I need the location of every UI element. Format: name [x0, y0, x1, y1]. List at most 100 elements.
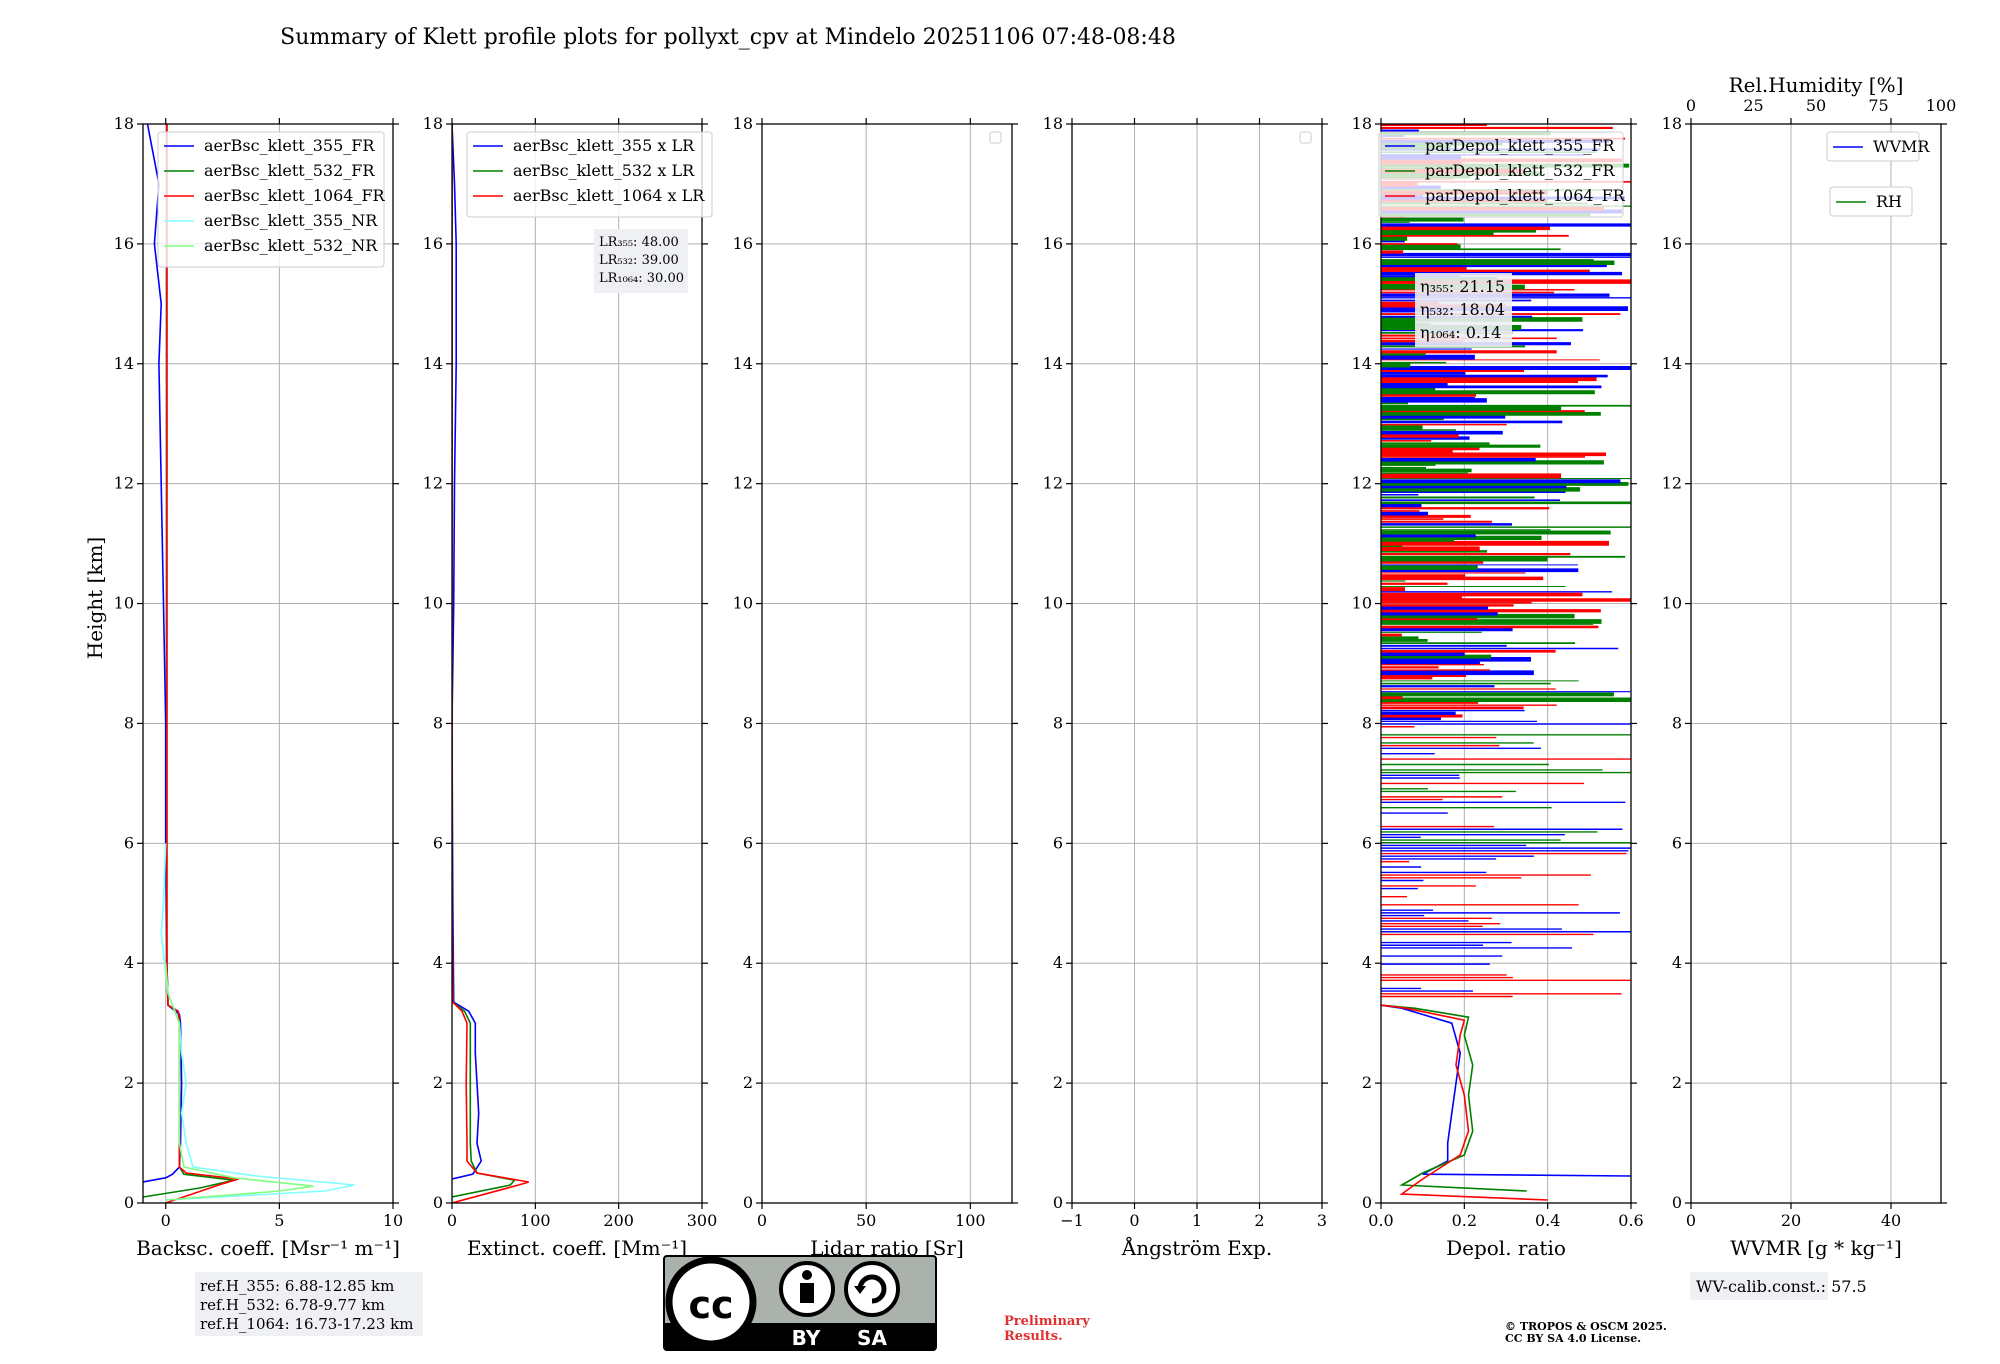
eta-box [1415, 273, 1512, 347]
x-tick-label: 0 [757, 1211, 767, 1230]
eta-355: η₃₅₅: 21.15 [1420, 277, 1505, 296]
y-tick-label: 8 [743, 713, 753, 732]
ref-height-355: ref.H_355: 6.88-12.85 km [200, 1277, 394, 1295]
top-x-tick-label: 75 [1868, 96, 1888, 115]
legend-entry: aerBsc_klett_532_FR [204, 161, 375, 180]
y-tick-label: 16 [114, 234, 134, 253]
empty-legend [1299, 131, 1312, 144]
legend: RH [1829, 186, 1913, 217]
y-tick-label: 14 [733, 354, 753, 373]
series-line [160, 843, 355, 1201]
eta-532: η₅₃₂: 18.04 [1420, 300, 1505, 319]
y-tick-label: 12 [1662, 474, 1682, 493]
y-tick-label: 12 [423, 474, 443, 493]
y-tick-label: 12 [733, 474, 753, 493]
legend-entry: aerBsc_klett_1064 x LR [513, 186, 705, 205]
x-tick-label: 0.2 [1452, 1211, 1477, 1230]
panel-6: 0 20 40 0 2 4 6 8 10 12 14 16 18 WVMR [g * kg⁻¹] 0 25 50… [1662, 73, 1957, 1260]
series-line [1381, 1004, 1527, 1192]
x-tick-label: 50 [856, 1211, 876, 1230]
x-tick-label: 100 [955, 1211, 986, 1230]
y-tick-label: 2 [1053, 1073, 1063, 1092]
y-tick-label: 2 [1362, 1073, 1372, 1092]
legend: aerBsc_klett_355_FR aerBsc_klett_532_FRae… [157, 131, 386, 268]
copyright-line1: © TROPOS & OSCM 2025. [1505, 1320, 1667, 1333]
y-tick-label: 4 [743, 953, 753, 972]
y-tick-label: 4 [1053, 953, 1063, 972]
y-tick-label: 10 [733, 594, 753, 613]
x-axis-label: WVMR [g * kg⁻¹] [1730, 1236, 1902, 1260]
x-tick-label: 0 [1129, 1211, 1139, 1230]
lr-355: LR₃₅₅: 48.00 [599, 235, 679, 250]
y-axis-label: Height [km] [83, 537, 107, 659]
empty-legend [989, 131, 1002, 144]
series-line [143, 124, 183, 1183]
x-tick-label: 100 [520, 1211, 551, 1230]
x-tick-label: 0.6 [1618, 1211, 1643, 1230]
y-tick-label: 14 [1662, 354, 1682, 373]
x-tick-label: 300 [687, 1211, 718, 1230]
x-axis-label: Backsc. coeff. [Msr⁻¹ m⁻¹] [136, 1236, 400, 1260]
ref-height-1064: ref.H_1064: 16.73-17.23 km [200, 1315, 413, 1333]
panel-1: 0 5 10 0 2 4 6 8 10 12 14 16 18 Backsc. coeff. [Msr⁻¹… [114, 114, 404, 1260]
y-tick-label: 4 [1362, 953, 1372, 972]
sa-label: SA [857, 1326, 887, 1350]
y-tick-label: 18 [733, 114, 753, 133]
y-tick-label: 18 [1352, 114, 1372, 133]
lr-532: LR₅₃₂: 39.00 [599, 253, 679, 268]
y-tick-label: 16 [733, 234, 753, 253]
y-tick-label: 4 [1672, 953, 1682, 972]
sa-share-icon [844, 1261, 900, 1317]
x-tick-label: 0.0 [1368, 1211, 1393, 1230]
y-tick-label: 12 [1352, 474, 1372, 493]
x-tick-label: 2 [1254, 1211, 1264, 1230]
axes-frame [761, 123, 1013, 1204]
y-tick-label: 8 [1672, 713, 1682, 732]
lidar-ratio-box [594, 229, 688, 293]
y-tick-label: 18 [114, 114, 134, 133]
y-tick-label: 4 [433, 953, 443, 972]
y-tick-label: 6 [1672, 833, 1682, 852]
y-tick-label: 6 [1362, 833, 1372, 852]
y-tick-label: 16 [1662, 234, 1682, 253]
axes-frame [1071, 123, 1323, 1204]
y-tick-label: 0 [1362, 1193, 1372, 1212]
y-tick-label: 2 [743, 1073, 753, 1092]
y-tick-label: 6 [124, 833, 134, 852]
series-line [143, 124, 235, 1198]
legend-entry: WVMR [1873, 137, 1930, 156]
x-axis-label: Depol. ratio [1446, 1236, 1566, 1260]
y-tick-label: 2 [1672, 1073, 1682, 1092]
legend: aerBsc_klett_355 x LR aerBsc_klett_532 x … [466, 131, 713, 218]
legend-entry: aerBsc_klett_355 x LR [513, 136, 695, 155]
y-tick-label: 12 [1043, 474, 1063, 493]
legend: WVMR [1826, 131, 1930, 162]
x-axis-label: Ångström Exp. [1121, 1235, 1272, 1260]
x-axis-label: Extinct. coeff. [Mm⁻¹] [467, 1236, 687, 1260]
legend-entry: aerBsc_klett_355_FR [204, 136, 375, 155]
y-tick-label: 0 [743, 1193, 753, 1212]
y-tick-label: 0 [124, 1193, 134, 1212]
y-tick-label: 8 [433, 713, 443, 732]
y-tick-label: 12 [114, 474, 134, 493]
y-tick-label: 6 [1053, 833, 1063, 852]
series-line [164, 963, 314, 1201]
y-tick-label: 16 [1043, 234, 1063, 253]
y-tick-label: 8 [1362, 713, 1372, 732]
y-tick-label: 14 [1043, 354, 1063, 373]
top-x-tick-label: 50 [1806, 96, 1826, 115]
top-x-tick-label: 100 [1926, 96, 1957, 115]
legend-entry: aerBsc_klett_532 x LR [513, 161, 695, 180]
plot-area [452, 124, 529, 1203]
x-tick-label: 3 [1317, 1211, 1327, 1230]
y-tick-label: 2 [124, 1073, 134, 1092]
top-x-tick-label: 25 [1743, 96, 1763, 115]
series-line [452, 124, 483, 1180]
legend-entry: aerBsc_klett_532_NR [204, 236, 378, 255]
y-tick-label: 0 [433, 1193, 443, 1212]
legend-entry: aerBsc_klett_1064_FR [204, 186, 386, 205]
axes-frame [1690, 123, 1942, 1204]
x-tick-label: 0.4 [1535, 1211, 1560, 1230]
